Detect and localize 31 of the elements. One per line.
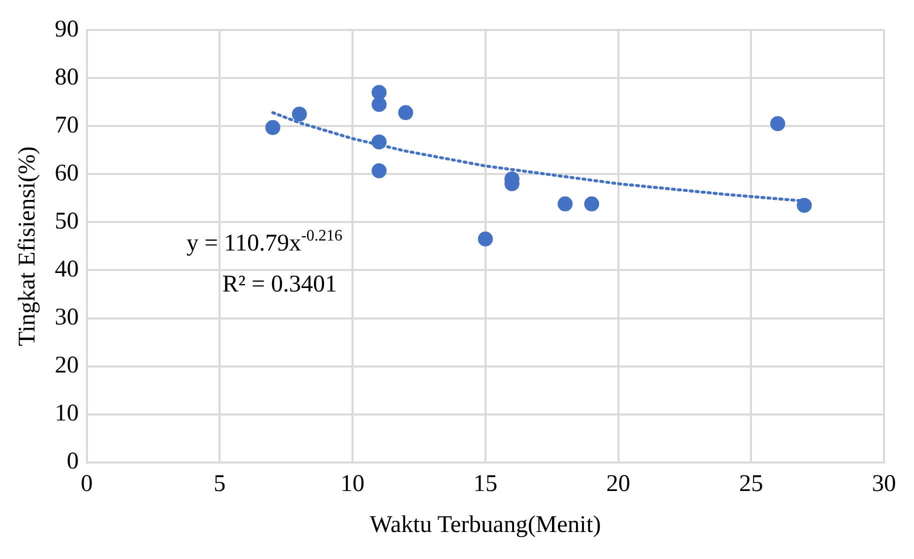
point (558, 196, 573, 212)
point (372, 84, 387, 100)
point (372, 134, 387, 150)
x-tick-label: 20 (606, 471, 630, 498)
y-tick-label: 90 (54, 16, 79, 42)
x-tick-label: 10 (340, 471, 365, 498)
y-tick-label: 60 (54, 160, 79, 186)
annotation: R² = 0.3401 (222, 272, 338, 298)
x-tick-label: 25 (739, 471, 764, 498)
point (770, 116, 786, 132)
y-tick-label: 70 (54, 112, 79, 138)
point (265, 120, 280, 136)
y-tick-label: 80 (54, 64, 79, 90)
point (292, 106, 307, 122)
point (584, 196, 600, 212)
y-tick-label: 50 (54, 208, 79, 234)
point (372, 163, 387, 178)
x-tick-label: 30 (872, 471, 896, 498)
x-tick-label: 15 (473, 471, 498, 498)
point (398, 105, 414, 120)
point (478, 231, 493, 246)
y-tick-label: 0 (66, 448, 79, 475)
y-tick-label: 30 (54, 304, 79, 331)
point (796, 198, 812, 213)
y-axis-title: Tingkat Efisiensi(%) (14, 146, 41, 346)
y-tick-label: 10 (54, 400, 79, 427)
x-axis-title: Waktu Terbuang(Menit) (370, 512, 602, 538)
point (372, 96, 387, 112)
y-tick-label: 20 (54, 352, 79, 379)
y-tick-label: 40 (54, 256, 79, 283)
x-tick-label: 5 (214, 471, 226, 498)
